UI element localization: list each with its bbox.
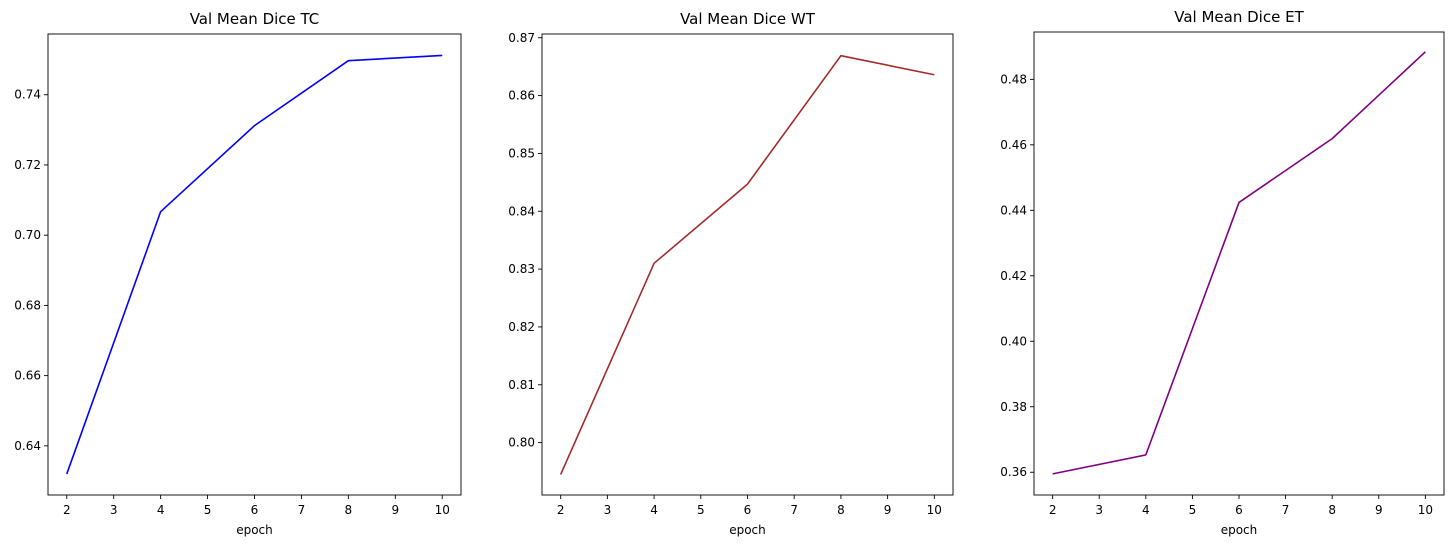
x-axis-label: epoch xyxy=(729,523,766,537)
panel-dice-et: Val Mean Dice ET epoch 2 3 4 5 6 7 8 9 10 0.36 0.3… xyxy=(1000,8,1445,537)
y-tick-label: 0.81 xyxy=(508,378,535,392)
y-tick-label: 0.66 xyxy=(14,369,41,383)
y-tick-label: 0.68 xyxy=(14,298,41,312)
y-tick-label: 0.83 xyxy=(508,262,535,276)
x-tick-label: 6 xyxy=(1235,503,1243,517)
plot-title: Val Mean Dice WT xyxy=(680,10,816,28)
x-tick-label: 2 xyxy=(1049,503,1057,517)
axes-frame xyxy=(541,33,954,496)
x-tick-label: 2 xyxy=(557,503,565,517)
plot-title: Val Mean Dice TC xyxy=(190,10,320,28)
x-tick-label: 7 xyxy=(298,503,306,517)
x-tick-label: 8 xyxy=(1328,503,1336,517)
x-tick-label: 4 xyxy=(1142,503,1150,517)
x-tick-label: 3 xyxy=(1095,503,1103,517)
x-tick-label: 8 xyxy=(837,503,845,517)
y-tick-label: 0.82 xyxy=(508,320,535,334)
x-tick-label: 4 xyxy=(650,503,658,517)
x-tick-label: 5 xyxy=(204,503,212,517)
y-tick-label: 0.84 xyxy=(508,204,535,218)
x-tick-label: 4 xyxy=(157,503,165,517)
x-tick-label: 7 xyxy=(790,503,798,517)
y-tick-label: 0.86 xyxy=(508,89,535,103)
series-line xyxy=(66,54,443,475)
series-line xyxy=(1052,51,1426,475)
y-tick-label: 0.70 xyxy=(14,228,41,242)
x-tick-label: 2 xyxy=(63,503,71,517)
y-tick-label: 0.87 xyxy=(508,31,535,45)
plot-title: Val Mean Dice ET xyxy=(1174,8,1304,26)
y-tick-label: 0.80 xyxy=(508,436,535,450)
x-tick-label: 3 xyxy=(110,503,118,517)
x-tick-label: 10 xyxy=(1418,503,1433,517)
x-tick-label: 7 xyxy=(1282,503,1290,517)
x-tick-label: 10 xyxy=(927,503,942,517)
x-axis-label: epoch xyxy=(236,523,273,537)
x-tick-label: 8 xyxy=(345,503,353,517)
x-tick-label: 9 xyxy=(884,503,892,517)
x-tick-label: 3 xyxy=(604,503,612,517)
y-tick-label: 0.85 xyxy=(508,146,535,160)
x-tick-label: 5 xyxy=(1189,503,1197,517)
y-tick-label: 0.36 xyxy=(1000,465,1027,479)
x-tick-label: 9 xyxy=(1375,503,1383,517)
y-tick-label: 0.44 xyxy=(1000,203,1027,217)
y-tick-label: 0.46 xyxy=(1000,138,1027,152)
x-tick-label: 6 xyxy=(251,503,259,517)
x-axis-label: epoch xyxy=(1221,523,1258,537)
axes-frame xyxy=(47,33,462,496)
y-tick-label: 0.38 xyxy=(1000,400,1027,414)
y-tick-label: 0.72 xyxy=(14,158,41,172)
x-tick-label: 9 xyxy=(391,503,399,517)
y-tick-label: 0.48 xyxy=(1000,72,1027,86)
y-tick-label: 0.40 xyxy=(1000,334,1027,348)
panel-dice-tc: Val Mean Dice TC epoch 2 3 4 5 6 7 8 9 10 0.64 0.6… xyxy=(14,10,462,537)
axes-frame xyxy=(1033,31,1445,496)
y-tick-label: 0.74 xyxy=(14,88,41,102)
y-tick-label: 0.42 xyxy=(1000,269,1027,283)
x-tick-label: 6 xyxy=(744,503,752,517)
panel-dice-wt: Val Mean Dice WT epoch 2 3 4 5 6 7 8 9 10 0.80 0.8… xyxy=(508,10,954,537)
x-tick-label: 5 xyxy=(697,503,705,517)
y-tick-label: 0.64 xyxy=(14,439,41,453)
series-line xyxy=(559,54,935,475)
x-tick-label: 10 xyxy=(435,503,450,517)
